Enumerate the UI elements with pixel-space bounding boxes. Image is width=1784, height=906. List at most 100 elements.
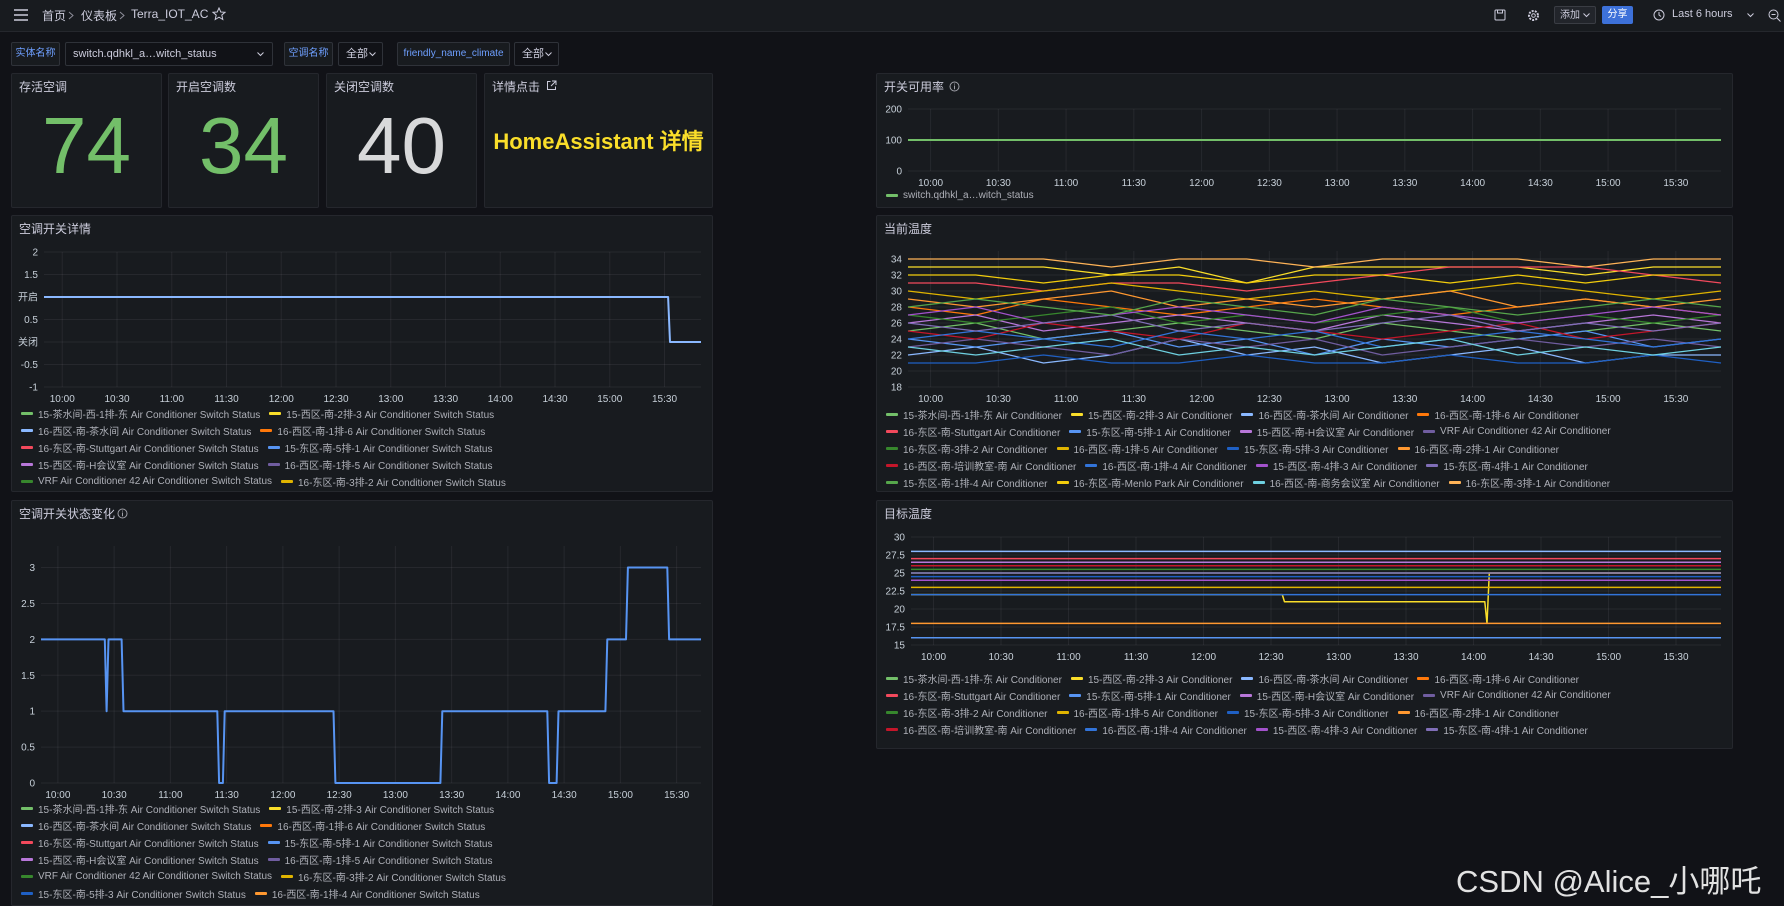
legend-label[interactable]: 16-西区-南-1排-5 Air Conditioner Switch Stat… — [284, 855, 493, 867]
legend-label[interactable]: 15-西区-南-2排-3 Air Conditioner Switch Stat… — [286, 804, 495, 816]
external-link-icon[interactable] — [546, 80, 557, 91]
star-icon[interactable] — [212, 7, 226, 21]
variable-value[interactable]: 全部 — [522, 48, 544, 60]
legend-item[interactable]: 16-西区-南-1排-5 Air Conditioner Switch Stat… — [267, 457, 493, 472]
legend-item[interactable]: 16-东区-南-Stuttgart Air Conditioner — [886, 688, 1061, 703]
legend-label[interactable]: 16-东区-南-Stuttgart Air Conditioner Switch… — [38, 443, 259, 455]
legend-item[interactable]: 16-东区-南-3排-2 Air Conditioner — [886, 441, 1048, 456]
legend-item[interactable]: 16-西区-南-1排-5 Air Conditioner Switch Stat… — [267, 852, 493, 867]
legend-item[interactable]: 16-西区-南-1排-4 Air Conditioner Switch Stat… — [254, 886, 480, 901]
legend-label[interactable]: 16-西区-南-1排-6 Air Conditioner Switch Stat… — [277, 426, 486, 438]
legend-item[interactable]: 15-东区-南-5排-3 Air Conditioner — [1227, 705, 1389, 720]
legend-label[interactable]: 16-西区-南-2排-1 Air Conditioner — [1414, 708, 1560, 720]
legend-label[interactable]: switch.qdhkl_a…witch_status — [903, 189, 1034, 201]
legend-item[interactable]: 15-茶水间-西-1排-东 Air Conditioner Switch Sta… — [21, 406, 261, 421]
legend-item[interactable]: 16-西区-南-茶水间 Air Conditioner — [1241, 671, 1408, 686]
breadcrumb-home[interactable]: 首页 — [42, 9, 67, 23]
legend-label[interactable]: 15-茶水间-西-1排-东 Air Conditioner Switch Sta… — [38, 804, 261, 816]
legend-item[interactable]: 16-西区-南-茶水间 Air Conditioner — [1241, 407, 1409, 422]
legend-label[interactable]: 16-西区-南-1排-4 Air Conditioner Switch Stat… — [271, 889, 480, 901]
legend-item[interactable]: 16-东区-南-Stuttgart Air Conditioner — [886, 424, 1061, 439]
legend-label[interactable]: 15-西区-南-H会议室 Air Conditioner — [1256, 691, 1415, 703]
legend-label[interactable]: 15-东区-南-5排-1 Air Conditioner Switch Stat… — [284, 838, 493, 850]
legend-item[interactable]: 15-西区-南-4排-3 Air Conditioner — [1255, 458, 1417, 473]
legend-item[interactable]: 15-茶水间-西-1排-东 Air Conditioner — [886, 671, 1062, 686]
legend-item[interactable]: switch.qdhkl_a…witch_status — [886, 188, 1034, 202]
legend-item[interactable]: 15-东区-南-4排-1 Air Conditioner — [1426, 722, 1588, 737]
legend-label[interactable]: 16-东区-南-Menlo Park Air Conditioner — [1073, 478, 1244, 490]
legend-label[interactable]: 16-西区-南-茶水间 Air Conditioner Switch Statu… — [38, 821, 252, 833]
legend-item[interactable]: 16-西区-南-2排-1 Air Conditioner — [1397, 441, 1560, 456]
share-button[interactable]: 分享 — [1602, 6, 1633, 24]
legend-item[interactable]: 15-东区-南-5排-3 Air Conditioner — [1227, 441, 1389, 456]
legend-label[interactable]: 16-西区-南-培训教室-南 Air Conditioner — [903, 461, 1077, 473]
legend-item[interactable]: 15-西区-南-2排-3 Air Conditioner — [1070, 407, 1232, 422]
legend-item[interactable]: 16-西区-南-商务会议室 Air Conditioner — [1252, 475, 1440, 490]
legend-item[interactable]: 16-西区-南-培训教室-南 Air Conditioner — [886, 458, 1077, 473]
legend-label[interactable]: 16-西区-南-茶水间 Air Conditioner — [1258, 410, 1409, 422]
legend-label[interactable]: VRF Air Conditioner 42 Air Conditioner S… — [38, 870, 272, 882]
legend-label[interactable]: 15-西区-南-4排-3 Air Conditioner — [1272, 725, 1418, 737]
legend-label[interactable]: 16-西区-南-1排-5 Air Conditioner — [1073, 444, 1219, 456]
legend-label[interactable]: 15-西区-南-H会议室 Air Conditioner Switch Stat… — [38, 460, 259, 472]
add-button-label[interactable]: 添加 — [1560, 10, 1580, 21]
legend-label[interactable]: 16-东区-南-3排-2 Air Conditioner — [903, 708, 1048, 720]
legend-item[interactable]: 16-西区-南-1排-4 Air Conditioner — [1085, 458, 1247, 473]
legend-label[interactable]: 16-西区-南-1排-4 Air Conditioner — [1102, 725, 1247, 737]
variable-value[interactable]: 全部 — [346, 48, 368, 60]
legend-label[interactable]: 16-东区-南-3排-2 Air Conditioner Switch Stat… — [298, 477, 506, 489]
legend-label[interactable]: 16-西区-南-培训教室-南 Air Conditioner — [903, 725, 1077, 737]
legend-label[interactable]: 16-东区-南-Stuttgart Air Conditioner Switch… — [38, 838, 259, 850]
legend-item[interactable]: 15-西区-南-4排-3 Air Conditioner — [1255, 722, 1418, 737]
legend-label[interactable]: 15-茶水间-西-1排-东 Air Conditioner Switch Sta… — [38, 409, 261, 421]
legend-label[interactable]: 16-东区-南-3排-1 Air Conditioner — [1465, 478, 1611, 490]
legend-label[interactable]: VRF Air Conditioner 42 Air Conditioner — [1440, 425, 1611, 437]
legend-item[interactable]: 16-西区-南-2排-1 Air Conditioner — [1397, 705, 1560, 720]
legend-label[interactable]: 16-西区-南-商务会议室 Air Conditioner — [1269, 478, 1440, 490]
settings-icon[interactable] — [1527, 9, 1540, 22]
legend-label[interactable]: 16-西区-南-1排-4 Air Conditioner — [1102, 461, 1247, 473]
legend-item[interactable]: 15-西区-南-2排-3 Air Conditioner Switch Stat… — [269, 406, 495, 421]
variable-select[interactable]: 全部 — [514, 42, 559, 66]
legend-label[interactable]: VRF Air Conditioner 42 Air Conditioner S… — [38, 475, 272, 487]
info-icon[interactable] — [949, 81, 960, 92]
legend-item[interactable]: 16-西区-南-1排-6 Air Conditioner Switch Stat… — [260, 818, 485, 833]
legend-label[interactable]: 16-东区-南-3排-2 Air Conditioner Switch Stat… — [298, 872, 506, 884]
legend-label[interactable]: 16-东区-南-Stuttgart Air Conditioner — [903, 691, 1061, 703]
legend-label[interactable]: 15-东区-南-1排-4 Air Conditioner — [903, 478, 1048, 490]
legend-label[interactable]: 16-西区-南-1排-6 Air Conditioner — [1434, 674, 1579, 686]
legend-label[interactable]: 15-茶水间-西-1排-东 Air Conditioner — [903, 410, 1062, 422]
time-range-picker[interactable]: Last 6 hours — [1672, 8, 1733, 20]
add-button[interactable]: 添加 — [1554, 6, 1596, 24]
legend-item[interactable]: 16-西区-南-1排-4 Air Conditioner — [1085, 722, 1247, 737]
legend-item[interactable]: 16-西区-南-1排-6 Air Conditioner Switch Stat… — [260, 423, 486, 438]
legend-label[interactable]: 15-东区-南-5排-1 Air Conditioner Switch Stat… — [284, 443, 493, 455]
legend-item[interactable]: 15-西区-南-H会议室 Air Conditioner Switch Stat… — [21, 457, 259, 472]
legend-label[interactable]: 16-西区-南-1排-5 Air Conditioner Switch Stat… — [284, 460, 493, 472]
legend-item[interactable]: 15-东区-南-5排-1 Air Conditioner — [1069, 688, 1231, 703]
legend-label[interactable]: 15-东区-南-5排-3 Air Conditioner Switch Stat… — [38, 889, 246, 901]
share-button-label[interactable]: 分享 — [1607, 9, 1628, 20]
legend-label[interactable]: 15-西区-南-2排-3 Air Conditioner Switch Stat… — [286, 409, 495, 421]
legend-item[interactable]: 15-西区-南-2排-3 Air Conditioner — [1070, 671, 1233, 686]
legend-label[interactable]: 15-西区-南-4排-3 Air Conditioner Switch Stat… — [38, 903, 246, 906]
legend-label[interactable]: 16-东区-南-Stuttgart Air Conditioner — [903, 427, 1061, 439]
legend-item[interactable]: 15-西区-南-H会议室 Air Conditioner Switch Stat… — [21, 852, 259, 867]
legend-item[interactable]: 15-西区-南-2排-3 Air Conditioner Switch Stat… — [269, 801, 495, 816]
variable-value[interactable]: switch.qdhkl_a…witch_status — [73, 48, 217, 60]
legend-item[interactable]: VRF Air Conditioner 42 Air Conditioner — [1423, 688, 1611, 702]
legend-item[interactable]: 15-茶水间-西-1排-东 Air Conditioner Switch Sta… — [21, 801, 261, 816]
legend-item[interactable]: 16-东区-南-Stuttgart Air Conditioner Switch… — [21, 440, 259, 455]
legend-item[interactable]: 16-东区-南-3排-2 Air Conditioner Switch Stat… — [281, 869, 506, 884]
legend-item[interactable]: 16-东区-南-3排-1 Air Conditioner — [1448, 475, 1611, 490]
legend-item[interactable]: 15-西区-南-H会议室 Air Conditioner — [1239, 688, 1415, 703]
legend-label[interactable]: 15-东区-南-4排-1 Air Conditioner — [1443, 461, 1588, 473]
legend-item[interactable]: 16-西区-南-茶水间 Air Conditioner Switch Statu… — [21, 423, 251, 438]
legend-label[interactable]: 15-东区-南-5排-3 Air Conditioner — [1244, 708, 1389, 720]
legend-item[interactable]: 15-茶水间-西-1排-东 Air Conditioner — [886, 407, 1062, 422]
legend-label[interactable]: 16-东区-南-3排-2 Air Conditioner — [903, 444, 1048, 456]
legend-label[interactable]: 15-西区-南-2排-3 Air Conditioner — [1087, 674, 1233, 686]
legend-item[interactable]: 16-西区-南-1排-5 Air Conditioner — [1056, 441, 1219, 456]
legend-label[interactable]: 16-西区-南-2排-1 Air Conditioner — [1414, 444, 1560, 456]
variable-select[interactable]: switch.qdhkl_a…witch_status — [65, 42, 273, 66]
